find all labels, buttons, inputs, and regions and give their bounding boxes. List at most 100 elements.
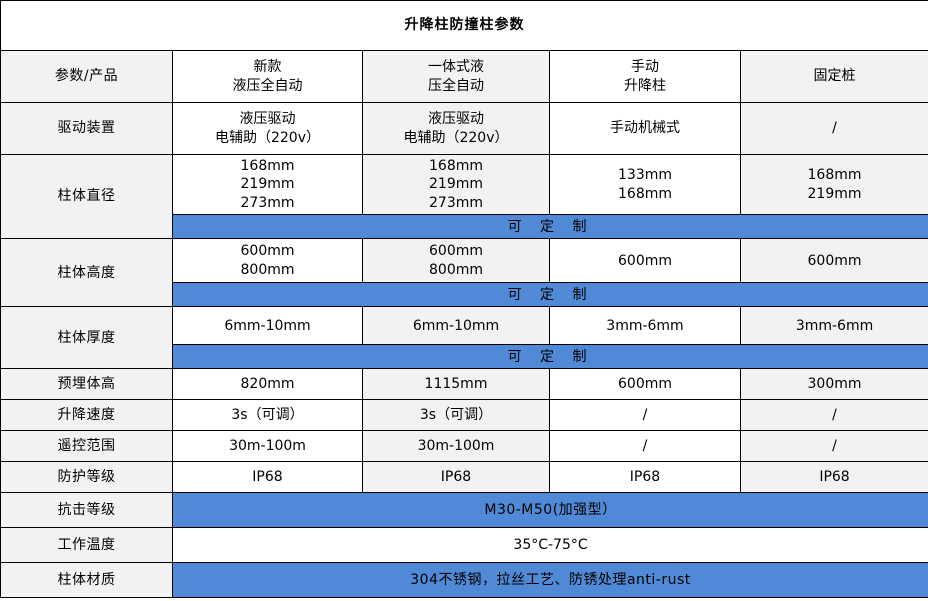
table-row: 柱体材质 304不锈钢，拉丝工艺、防锈处理anti-rust	[0, 562, 928, 599]
row-label: 防护等级	[0, 461, 173, 494]
cell-value: /	[549, 430, 741, 463]
cell-value: 600mm 800mm	[172, 238, 363, 284]
row-label: 抗击等级	[0, 492, 173, 529]
value-line: 手动机械式	[610, 120, 680, 137]
cell-value: 820mm	[172, 368, 363, 401]
material-value: 304不锈钢，拉丝工艺、防锈处理anti-rust	[171, 562, 928, 599]
cell-value: 168mm 219mm	[739, 153, 928, 216]
header-line: 液压全自动	[232, 77, 303, 94]
value-line: 219mm	[807, 185, 862, 202]
value-line: 168mm	[618, 185, 672, 202]
cell-value: 3mm-6mm	[549, 306, 741, 346]
value-line: 600mm	[618, 252, 672, 269]
header-manual-lift: 手动 升降柱	[549, 50, 741, 103]
cell-value: 30m-100m	[362, 430, 550, 463]
value-line: 600mm	[240, 243, 295, 260]
cell-value: 300mm	[739, 368, 928, 401]
table-row: 驱动装置 液压驱动 电辅助（220v） 液压驱动 电辅助（220v） 手动机械式…	[0, 102, 928, 155]
page-title: 升降柱防撞柱参数	[0, 0, 928, 51]
table-row: 防护等级 IP68 IP68 IP68 IP68	[0, 461, 928, 494]
value-line: 600mm	[429, 243, 483, 260]
row-label: 柱体直径	[0, 153, 173, 240]
table-row: 工作温度 35°C-75°C	[0, 527, 928, 564]
cell-value: /	[739, 430, 928, 463]
table-row: 柱体厚度 6mm-10mm 6mm-10mm 3mm-6mm 3mm-6mm	[0, 306, 928, 370]
row-label: 遥控范围	[0, 430, 173, 463]
cell-value: 6mm-10mm	[172, 306, 363, 346]
value-line: 液压驱动	[239, 111, 296, 128]
value-line: 电辅助（220v）	[403, 129, 509, 146]
header-line: 压全自动	[428, 77, 484, 94]
header-fixed-post: 固定桩	[739, 50, 928, 103]
table-row: 柱体直径 168mm 219mm 273mm 168mm 219mm 273mm…	[0, 153, 928, 240]
row-label: 工作温度	[0, 527, 173, 564]
cell-value: 600mm	[739, 238, 928, 284]
customizable-row: 可 定 制	[1, 214, 928, 240]
value-line: 273mm	[240, 194, 295, 211]
value-line: 800mm	[240, 261, 295, 278]
value-line: 液压驱动	[428, 111, 484, 128]
cell-value: 手动机械式	[549, 102, 741, 155]
table-row: 柱体高度 600mm 800mm 600mm 800mm 600mm 600mm	[0, 238, 928, 308]
header-line: 参数/产品	[54, 68, 119, 85]
cell-value: 3s（可调）	[172, 399, 363, 432]
header-row: 参数/产品 新款 液压全自动 一体式液 压全自动	[0, 50, 928, 103]
header-line: 固定桩	[813, 68, 856, 85]
row-label: 柱体厚度	[0, 306, 173, 370]
value-line: 133mm	[618, 167, 672, 184]
cell-value: 液压驱动 电辅助（220v）	[172, 102, 363, 155]
cell-value: IP68	[549, 461, 741, 494]
cell-value: 600mm	[549, 368, 741, 401]
cell-value: /	[739, 399, 928, 432]
table-row: 抗击等级 M30-M50(加强型）	[0, 492, 928, 529]
cell-value: 168mm 219mm 273mm	[172, 153, 363, 216]
customizable-badge: 可 定 制	[171, 282, 928, 308]
cell-value: IP68	[739, 461, 928, 494]
value-line: 219mm	[429, 176, 483, 193]
cell-value: 3mm-6mm	[739, 306, 928, 346]
cell-value: 600mm 800mm	[362, 238, 550, 284]
value-line: 600mm	[807, 252, 862, 269]
table-row: 升降速度 3s（可调） 3s（可调） / /	[0, 399, 928, 432]
cell-value: 168mm 219mm 273mm	[362, 153, 550, 216]
value-line: /	[832, 120, 837, 137]
customizable-badge: 可 定 制	[171, 214, 928, 240]
header-new-hydraulic: 新款 液压全自动	[172, 50, 363, 103]
impact-rating-value: M30-M50(加强型）	[171, 492, 928, 529]
cell-value: 3s（可调）	[362, 399, 550, 432]
cell-value: 600mm	[549, 238, 741, 284]
working-temperature-value: 35°C-75°C	[171, 527, 928, 564]
cell-value: 6mm-10mm	[362, 306, 550, 346]
cell-value: 液压驱动 电辅助（220v）	[362, 102, 550, 155]
value-line: 168mm	[807, 167, 862, 184]
cell-value: /	[739, 102, 928, 155]
header-line: 手动	[631, 59, 659, 76]
header-param-product: 参数/产品	[0, 50, 173, 103]
row-label: 驱动装置	[0, 102, 173, 155]
header-line: 新款	[253, 59, 282, 76]
cell-value: IP68	[362, 461, 550, 494]
customizable-badge: 可 定 制	[171, 344, 928, 370]
header-line: 升降柱	[624, 77, 666, 94]
value-line: 168mm	[240, 158, 295, 174]
header-line: 一体式液	[428, 59, 484, 76]
value-line: 219mm	[240, 176, 295, 193]
value-line: 273mm	[429, 194, 483, 211]
cell-value: 1115mm	[362, 368, 550, 401]
row-label: 预埋体高	[0, 368, 173, 401]
cell-value: /	[549, 399, 741, 432]
cell-value: 133mm 168mm	[549, 153, 741, 216]
row-label: 柱体高度	[0, 238, 173, 308]
row-label: 柱体材质	[0, 562, 173, 599]
value-line: 电辅助（220v）	[214, 129, 320, 146]
header-integrated-hydraulic: 一体式液 压全自动	[362, 50, 550, 103]
title-row: 升降柱防撞柱参数	[0, 0, 928, 51]
row-label: 升降速度	[0, 399, 173, 432]
cell-value: 30m-100m	[172, 430, 363, 463]
cell-value: IP68	[172, 461, 363, 494]
table-row: 遥控范围 30m-100m 30m-100m / /	[0, 430, 928, 463]
value-line: 800mm	[429, 261, 483, 278]
